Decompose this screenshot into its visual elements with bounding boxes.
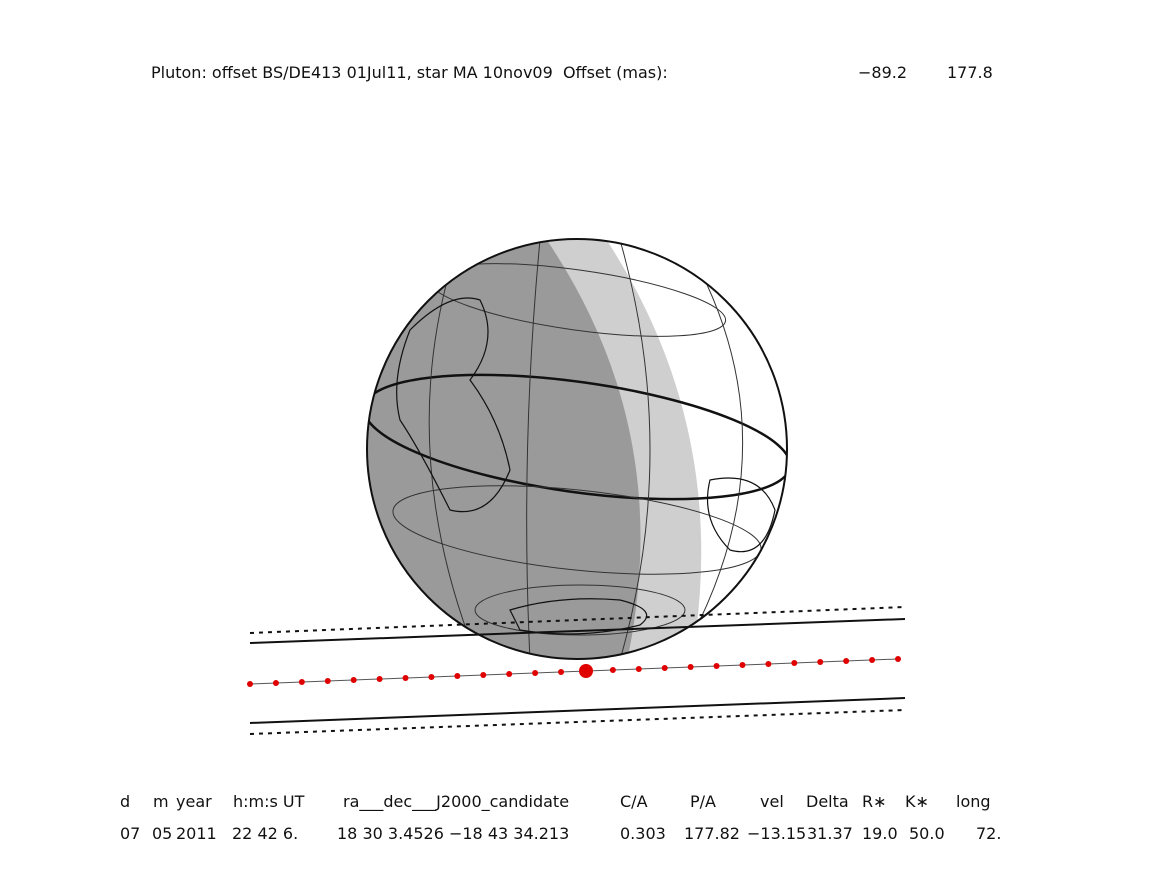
- time-dot: [350, 677, 357, 683]
- column-header: Delta: [806, 792, 849, 811]
- time-dot: [843, 658, 850, 664]
- limit-dotted: [249, 709, 906, 735]
- cell: 31.37: [807, 824, 853, 843]
- time-dot: [869, 657, 876, 663]
- shadow: [367, 239, 641, 659]
- time-dot: [428, 674, 435, 680]
- cell: 22 42 6.: [232, 824, 298, 843]
- time-dot: [247, 681, 253, 687]
- limit-dotted: [249, 606, 906, 634]
- cell: 72.: [976, 824, 1001, 843]
- cell: 05: [152, 824, 172, 843]
- cell: 18 30 3.4526 −18 43 34.213: [337, 824, 569, 843]
- time-dots: [247, 656, 901, 687]
- cell: 07: [120, 824, 140, 843]
- time-dot: [480, 672, 487, 678]
- offset-ra: −89.2: [858, 63, 907, 82]
- time-dot: [765, 661, 772, 667]
- time-dot: [558, 669, 565, 675]
- globe: [366, 238, 788, 660]
- central-time-dot: [579, 664, 593, 678]
- column-header: long: [956, 792, 991, 811]
- column-header: m: [153, 792, 169, 811]
- time-dot: [661, 665, 668, 671]
- time-dot: [713, 663, 720, 669]
- column-header: ra___dec___J2000_candidate: [343, 792, 569, 812]
- time-dot: [609, 667, 616, 673]
- column-header: K∗: [905, 792, 929, 811]
- time-dot: [506, 671, 513, 677]
- cell: 2011: [176, 824, 217, 843]
- time-dot: [454, 673, 461, 679]
- offset-dec: 177.8: [947, 63, 993, 82]
- time-dot: [376, 676, 383, 682]
- cell: 177.82: [684, 824, 740, 843]
- time-dot: [791, 660, 798, 666]
- time-dot: [635, 666, 642, 672]
- limit-line: [249, 697, 906, 724]
- cell: −13.15: [747, 824, 806, 843]
- cell: 0.303: [620, 824, 666, 843]
- time-dot: [532, 670, 539, 676]
- time-dot: [272, 680, 279, 686]
- time-dot: [895, 656, 901, 662]
- time-dot: [739, 662, 746, 668]
- title: Pluton: offset BS/DE413 01Jul11, star MA…: [151, 63, 668, 82]
- time-dot: [402, 675, 409, 681]
- column-header: h:m:s UT: [233, 792, 305, 811]
- time-dot: [298, 679, 305, 685]
- time-dot: [324, 678, 331, 684]
- center-line: [249, 658, 899, 685]
- column-header: year: [176, 792, 212, 811]
- column-header: R∗: [862, 792, 887, 811]
- shadow-path: [249, 606, 906, 735]
- event-table: d m year h:m:s UT ra___dec___J2000_candidate…: [120, 792, 1001, 843]
- cell: 19.0: [862, 824, 898, 843]
- column-header: vel: [760, 792, 784, 811]
- cell: 50.0: [909, 824, 945, 843]
- time-dot: [687, 664, 694, 670]
- column-header: C/A: [620, 792, 648, 811]
- time-dot: [817, 659, 824, 665]
- column-header: P/A: [690, 792, 716, 811]
- limit-line: [249, 618, 906, 644]
- column-header: d: [120, 792, 130, 811]
